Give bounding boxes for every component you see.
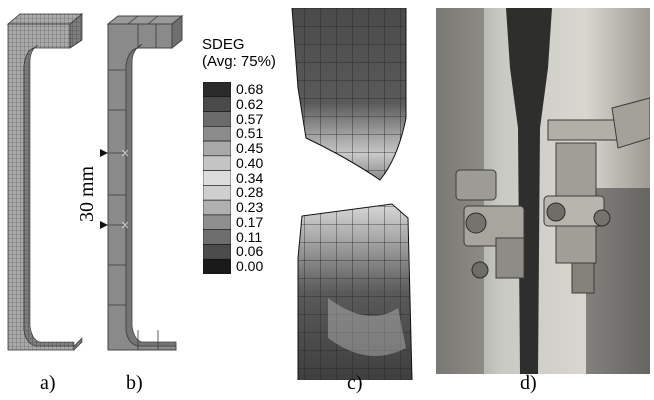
legend-value-label: 0.40 [236, 154, 264, 171]
legend-value-label: 0.11 [236, 228, 263, 245]
legend-swatch [203, 170, 231, 186]
legend-swatch [203, 258, 231, 274]
legend-title-line1: SDEG [202, 36, 245, 53]
legend-value-label: 0.17 [236, 213, 264, 230]
panel-b-specimen-model [100, 14, 184, 351]
legend-swatch [203, 244, 231, 260]
legend-swatch [203, 111, 231, 127]
legend-swatch [203, 199, 231, 216]
upper-marker-arrow [100, 149, 108, 157]
legend-swatch [203, 126, 231, 142]
legend-swatch [203, 185, 231, 201]
legend-value-label: 0.06 [236, 243, 264, 260]
legend-title-line2: (Avg: 75%) [202, 53, 276, 70]
legend-value-label: 0.57 [236, 110, 264, 127]
legend-colorbar [203, 82, 231, 274]
legend-swatch [203, 155, 231, 171]
legend-value-label: 0.62 [236, 95, 264, 112]
caption-b: b) [126, 372, 143, 394]
legend-value-label: 0.34 [236, 169, 264, 186]
legend-swatch [203, 96, 231, 112]
gauge-length-label: 30 mm [76, 165, 98, 222]
panel-d-test-photo [436, 8, 650, 374]
legend-value-label: 0.68 [236, 81, 264, 97]
caption-a: a) [40, 372, 56, 394]
legend-swatch [203, 140, 231, 157]
caption-c: c) [347, 372, 363, 394]
legend-value-label: 0.28 [236, 184, 264, 201]
legend-swatch [203, 214, 231, 230]
caption-d: d) [520, 372, 537, 394]
legend-swatch [203, 229, 231, 245]
panel-a-meshed-specimen [6, 13, 84, 351]
lower-marker-arrow [100, 221, 108, 229]
legend-value-label: 0.45 [236, 140, 264, 157]
legend-title: SDEG (Avg: 75%) [202, 36, 276, 70]
legend-swatch [203, 82, 231, 98]
panel-c-fracture-closeup [291, 8, 413, 380]
legend-value-label: 0.00 [236, 258, 264, 275]
legend-value-label: 0.51 [236, 125, 264, 142]
legend-value-label: 0.23 [236, 199, 264, 216]
